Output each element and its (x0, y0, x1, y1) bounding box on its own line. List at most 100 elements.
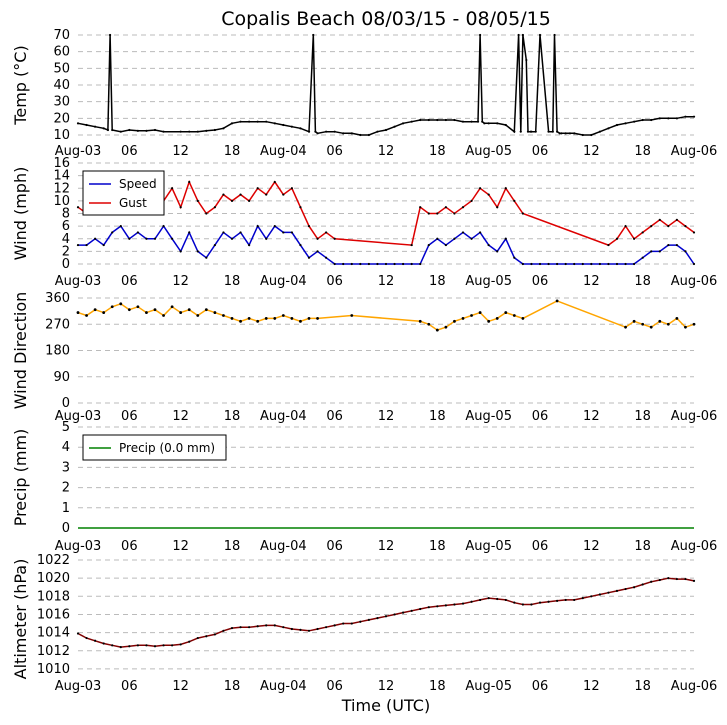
direction-x-tick-label: Aug-06 (671, 409, 718, 424)
precip-x-tick-label: 06 (121, 539, 138, 554)
temp-point (230, 122, 234, 125)
direction-y-axis-label: Wind Direction (11, 292, 30, 410)
wind-point (607, 243, 610, 247)
temp-point (108, 33, 112, 37)
temp-point (517, 33, 520, 37)
temp-point (470, 120, 473, 123)
wind-point (307, 256, 311, 259)
temp-x-tick-label: 18 (429, 144, 446, 159)
wind-point (615, 262, 619, 266)
wind-x-tick-label: 06 (326, 274, 343, 289)
altimeter-y-axis-label: Altimeter (hPa) (11, 559, 30, 680)
wind-point (350, 262, 353, 266)
altimeter-point (453, 603, 456, 606)
direction-point (170, 305, 174, 309)
temp-point (453, 118, 456, 122)
temp-point (119, 130, 122, 133)
altimeter-point (119, 646, 122, 649)
wind-point (684, 250, 687, 253)
direction-point (273, 317, 277, 320)
wind-x-tick-label: 06 (532, 274, 549, 289)
altimeter-point (427, 606, 430, 609)
wind-point (461, 206, 465, 209)
wind-point (248, 243, 251, 247)
wind-point (376, 262, 379, 266)
direction-point (461, 317, 465, 320)
wind-point (128, 237, 131, 240)
direction-point (127, 308, 131, 312)
altimeter-point (239, 626, 242, 629)
altimeter-y-tick-label: 1020 (37, 571, 70, 586)
altimeter-y-tick-label: 1018 (37, 589, 70, 604)
altimeter-panel: 1010 1012 1014 1016 1018 1020 1022 Altimeter (h… (11, 553, 717, 694)
temp-point (402, 122, 405, 125)
wind-y-tick-label: 6 (62, 219, 70, 234)
temp-point (675, 117, 678, 120)
wind-point (624, 262, 627, 266)
direction-point (213, 311, 217, 314)
altimeter-point (85, 636, 88, 640)
altimeter-y-tick-label: 1022 (37, 553, 70, 568)
wind-point (290, 187, 293, 190)
direction-point (641, 322, 645, 326)
chart-title: Copalis Beach 08/03/15 - 08/05/15 (221, 8, 551, 30)
altimeter-point (282, 626, 285, 629)
temp-point (525, 58, 528, 62)
altimeter-point (171, 644, 174, 647)
temp-point (222, 127, 225, 130)
wind-y-tick-label: 0 (62, 257, 70, 272)
precip-x-tick-label: Aug-06 (671, 539, 718, 554)
precip-x-tick-label: Aug-03 (55, 539, 102, 554)
altimeter-point (624, 587, 627, 591)
altimeter-point (273, 624, 276, 627)
wind-x-tick-label: Aug-06 (671, 274, 718, 289)
wind-point (299, 206, 302, 209)
temp-point (325, 130, 328, 133)
wind-point (496, 250, 499, 253)
direction-point (624, 325, 627, 329)
altimeter-point (658, 578, 661, 582)
wind-point (265, 193, 268, 196)
temp-point (419, 118, 422, 122)
wind-y-tick-label: 4 (62, 232, 70, 247)
temp-point (312, 33, 315, 37)
precip-y-tick-label: 4 (62, 440, 70, 455)
temp-point (461, 120, 465, 123)
wind-point (504, 187, 507, 190)
temp-point (553, 33, 556, 37)
precip-x-tick-label: 18 (224, 539, 241, 554)
wind-point (487, 243, 490, 247)
altimeter-x-tick-label: Aug-03 (55, 679, 102, 694)
altimeter-y-tick-label: 1014 (37, 626, 70, 641)
direction-point (247, 317, 251, 320)
wind-point (171, 187, 174, 190)
temp-y-tick-label: 30 (53, 95, 70, 110)
direction-point (658, 319, 662, 323)
temp-x-tick-label: Aug-04 (260, 144, 307, 159)
temp-point (94, 125, 97, 128)
temp-point (633, 120, 636, 123)
temp-x-tick-label: Aug-06 (671, 144, 718, 159)
wind-x-tick-label: 12 (378, 274, 395, 289)
altimeter-point (256, 625, 259, 628)
direction-x-tick-label: 12 (583, 409, 600, 424)
wind-x-tick-label: 18 (224, 274, 241, 289)
wind-point (94, 237, 97, 240)
direction-point (145, 311, 148, 314)
temp-point (196, 130, 199, 133)
direction-point (350, 314, 354, 317)
temp-x-tick-label: Aug-05 (465, 144, 512, 159)
temp-point (128, 128, 131, 132)
altimeter-point (487, 597, 490, 600)
wind-point (419, 262, 422, 266)
wind-x-tick-label: Aug-05 (465, 274, 512, 289)
wind-x-tick-label: 12 (583, 274, 600, 289)
altimeter-point (436, 605, 439, 608)
temp-point (598, 130, 601, 133)
direction-x-tick-label: 06 (326, 409, 343, 424)
altimeter-point (179, 643, 182, 646)
direction-x-tick-label: 12 (378, 409, 395, 424)
altimeter-point (573, 598, 576, 602)
altimeter-x-tick-label: 18 (429, 679, 446, 694)
